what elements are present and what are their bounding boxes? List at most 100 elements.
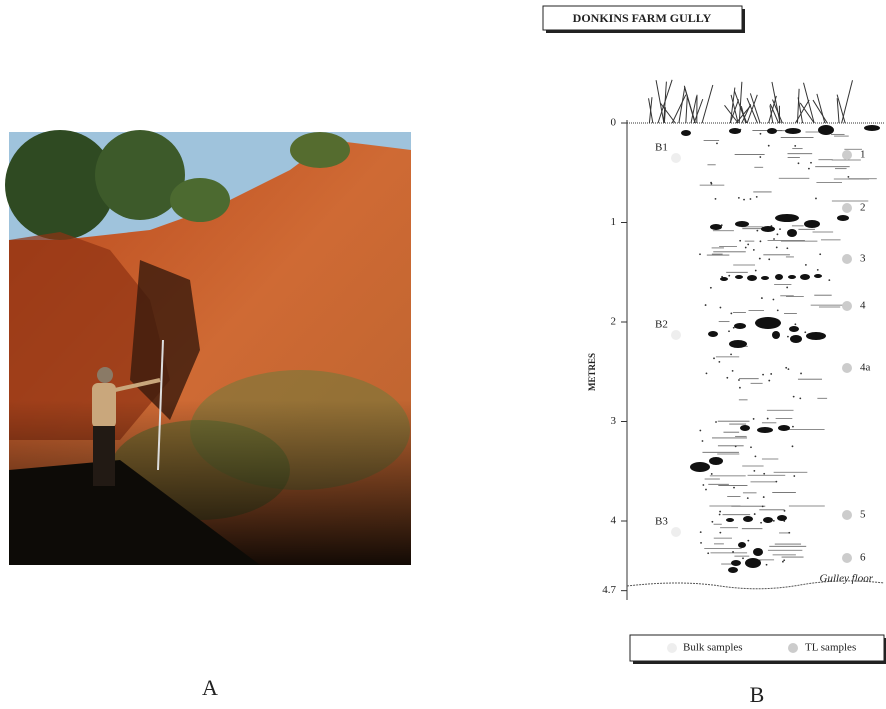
grit [709, 286, 712, 289]
grass-blade [701, 84, 714, 124]
pebble [757, 427, 773, 433]
tl-sample [842, 363, 852, 373]
grit [767, 144, 770, 147]
grit [701, 440, 704, 442]
grass-blade [657, 79, 673, 124]
grit [746, 497, 749, 500]
pebble [747, 275, 757, 281]
grit [754, 269, 757, 272]
grit [765, 563, 768, 566]
grit [759, 156, 762, 158]
grit [762, 496, 765, 498]
grit [828, 279, 831, 282]
grit [718, 360, 721, 363]
grit [734, 445, 737, 448]
grit [759, 132, 762, 135]
pebble [787, 229, 797, 237]
grit [762, 373, 764, 376]
legend-symbol [667, 643, 677, 653]
grit [785, 366, 788, 369]
grit [743, 198, 745, 201]
grit [794, 323, 797, 326]
grit [726, 376, 729, 379]
grit [728, 330, 730, 333]
pebble [775, 274, 783, 280]
legend-symbol [788, 643, 798, 653]
grit [705, 372, 708, 375]
grit [775, 480, 778, 483]
pebble [743, 516, 753, 522]
grass-blade [816, 93, 826, 124]
pebble [729, 128, 741, 134]
grit [768, 379, 771, 382]
grit [753, 469, 756, 472]
grit [776, 309, 779, 312]
title-box [542, 5, 743, 31]
grass-blade [738, 81, 743, 124]
grit [711, 520, 714, 523]
grit [716, 142, 718, 145]
grit [750, 446, 752, 449]
pebble [777, 515, 787, 521]
pebble [775, 214, 799, 222]
depth-label: 4.7 [602, 584, 616, 596]
grass-blade [836, 94, 846, 124]
pebble [818, 125, 834, 135]
bulk-sample [671, 527, 681, 537]
grit [700, 541, 702, 544]
pebble [837, 215, 849, 221]
pebble [709, 457, 723, 465]
grit [799, 397, 802, 400]
grit [704, 304, 707, 306]
sediment [681, 125, 880, 573]
grit [788, 531, 791, 534]
tl-sample [842, 510, 852, 520]
pebble [814, 274, 822, 278]
legend-label: TL samples [805, 642, 856, 654]
grit [772, 298, 775, 301]
pebble [785, 128, 801, 134]
grit [730, 312, 733, 315]
grit [810, 161, 812, 164]
pebble [800, 274, 810, 280]
grit [794, 145, 797, 147]
pebble [740, 425, 750, 431]
grass-blade [663, 107, 666, 124]
pebble [864, 125, 880, 131]
grit [742, 557, 744, 560]
grit [719, 531, 722, 534]
grit [719, 510, 722, 513]
grass-blade [685, 95, 688, 124]
grit [779, 228, 781, 230]
grass-blade [671, 94, 687, 124]
pebble [761, 226, 775, 232]
grit [786, 247, 789, 250]
tl-sample-label: 2 [860, 202, 866, 214]
tl-sample [842, 254, 852, 264]
grass-blade [746, 94, 758, 124]
panel-label: B [750, 682, 765, 707]
tl-sample-label: 6 [860, 552, 866, 564]
grass-blade [746, 97, 758, 124]
tl-sample-label: 5 [860, 509, 866, 521]
grass-blade [769, 105, 774, 124]
grit [732, 550, 734, 553]
pebble [789, 326, 799, 332]
grit [773, 238, 775, 240]
grit [775, 246, 778, 249]
pebble [738, 542, 746, 548]
log-title: DONKINS FARM GULLY [573, 11, 712, 25]
panel-label: A [202, 675, 218, 700]
floor-label: Gulley floor [820, 573, 874, 585]
grit [783, 559, 786, 562]
grit [699, 531, 702, 533]
depth-label: 1 [611, 216, 617, 228]
grass-blade [678, 86, 686, 124]
grass-blade [740, 105, 747, 124]
grit [719, 306, 722, 309]
grass-blade [836, 98, 840, 124]
pebble [745, 558, 761, 568]
pebble [778, 425, 790, 431]
grit [747, 243, 750, 246]
tl-sample-label: 1 [860, 149, 866, 161]
